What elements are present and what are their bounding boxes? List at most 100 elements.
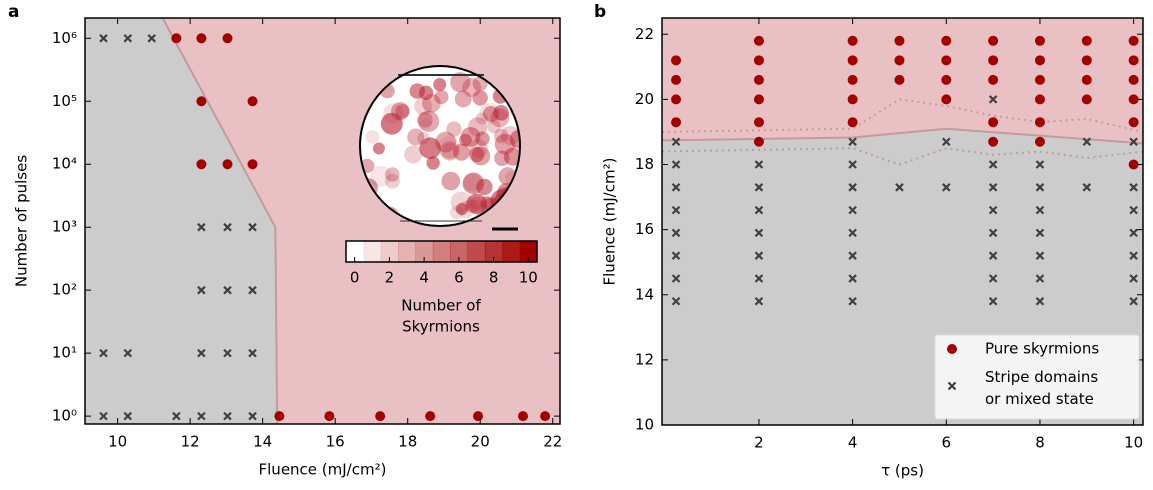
y-tick-label: 10⁵ xyxy=(52,92,77,110)
point xyxy=(894,55,904,65)
y-tick-label: 10² xyxy=(52,281,77,299)
skyrmion-blob xyxy=(494,129,508,143)
point xyxy=(988,55,998,65)
colorbar-tick-label: 2 xyxy=(385,269,395,287)
x-axis-label: τ (ps) xyxy=(881,462,924,480)
point xyxy=(518,411,528,421)
panel-label: a xyxy=(8,2,19,22)
point xyxy=(1082,94,1092,104)
skyrmion-blob xyxy=(464,199,478,213)
skyrmion-blob xyxy=(373,142,385,154)
point xyxy=(196,33,206,43)
point xyxy=(988,75,998,85)
x-tick-label: 22 xyxy=(543,433,562,451)
point xyxy=(671,117,681,127)
y-axis-label: Fluence (mJ/cm²) xyxy=(601,158,619,286)
y-tick-label: 18 xyxy=(635,155,654,173)
colorbar-tick-label: 10 xyxy=(519,269,538,287)
point xyxy=(223,33,233,43)
point xyxy=(1129,36,1139,46)
colorbar-tick-label: 4 xyxy=(419,269,429,287)
point xyxy=(274,411,284,421)
y-axis-label: Number of pulses xyxy=(13,155,31,287)
colorbar-step xyxy=(468,241,486,262)
y-tick-label: 10⁰ xyxy=(52,407,77,425)
colorbar-step xyxy=(433,241,451,262)
point xyxy=(223,159,233,169)
point xyxy=(988,137,998,147)
point xyxy=(754,36,764,46)
x-tick-label: 16 xyxy=(326,433,345,451)
colorbar-tick-label: 8 xyxy=(489,269,499,287)
point xyxy=(248,96,258,106)
colorbar-tick-label: 0 xyxy=(350,269,360,287)
skyrmion-blob xyxy=(450,205,464,219)
point xyxy=(754,137,764,147)
colorbar-label: Skyrmions xyxy=(402,318,480,336)
skyrmion-blob xyxy=(433,78,446,91)
y-tick-label: 10¹ xyxy=(52,344,77,362)
point xyxy=(671,75,681,85)
skyrmion-blob xyxy=(391,102,409,120)
skyrmion-blob xyxy=(420,118,432,130)
colorbar-tick-label: 6 xyxy=(454,269,464,287)
skyrmion-blob xyxy=(435,132,456,153)
point xyxy=(941,36,951,46)
point xyxy=(848,55,858,65)
point xyxy=(1035,55,1045,65)
skyrmion-blob xyxy=(480,103,501,124)
x-tick-label: 10 xyxy=(1124,434,1143,452)
point xyxy=(988,36,998,46)
point xyxy=(848,36,858,46)
skyrmion-blob xyxy=(455,90,472,107)
point xyxy=(671,94,681,104)
point xyxy=(754,75,764,85)
colorbar-step xyxy=(398,241,416,262)
skyrmion-blob xyxy=(410,83,425,98)
point xyxy=(988,117,998,127)
y-tick-label: 10 xyxy=(635,416,654,434)
point xyxy=(1035,94,1045,104)
x-tick-label: 20 xyxy=(471,433,490,451)
x-tick-label: 12 xyxy=(181,433,200,451)
y-tick-label: 14 xyxy=(635,285,654,303)
figure: 1012141618202210⁰10¹10²10³10⁴10⁵10⁶Fluen… xyxy=(0,0,1153,490)
y-tick-label: 10³ xyxy=(52,218,77,236)
x-tick-label: 14 xyxy=(253,433,272,451)
point xyxy=(848,94,858,104)
page: 1012141618202210⁰10¹10²10³10⁴10⁵10⁶Fluen… xyxy=(0,0,1153,490)
x-tick-label: 2 xyxy=(754,434,764,452)
skyrmion-blob xyxy=(385,167,399,181)
point xyxy=(1129,55,1139,65)
point xyxy=(375,411,385,421)
point xyxy=(473,411,483,421)
legend-marker xyxy=(947,344,957,354)
point xyxy=(894,36,904,46)
skyrmion-blob xyxy=(473,90,488,105)
point xyxy=(754,94,764,104)
point xyxy=(1035,117,1045,127)
skyrmion-blob xyxy=(434,90,448,104)
y-tick-label: 10⁴ xyxy=(52,155,77,173)
point xyxy=(171,33,181,43)
point xyxy=(1129,117,1139,127)
point xyxy=(848,117,858,127)
skyrmion-blob xyxy=(461,127,481,147)
x-tick-label: 10 xyxy=(108,433,127,451)
point xyxy=(848,75,858,85)
colorbar-step xyxy=(363,241,381,262)
skyrmion-blob xyxy=(414,97,432,115)
point xyxy=(754,117,764,127)
point xyxy=(671,55,681,65)
point xyxy=(1035,137,1045,147)
x-tick-label: 18 xyxy=(398,433,417,451)
y-tick-label: 12 xyxy=(635,350,654,368)
skyrmion-blob xyxy=(463,174,481,192)
skyrmion-blob xyxy=(441,172,460,191)
skyrmion-blob xyxy=(366,130,380,144)
plot-area xyxy=(85,18,560,424)
point xyxy=(248,159,258,169)
point xyxy=(1082,75,1092,85)
legend-label: Pure skyrmions xyxy=(985,340,1099,358)
colorbar-label: Number of xyxy=(401,297,481,315)
